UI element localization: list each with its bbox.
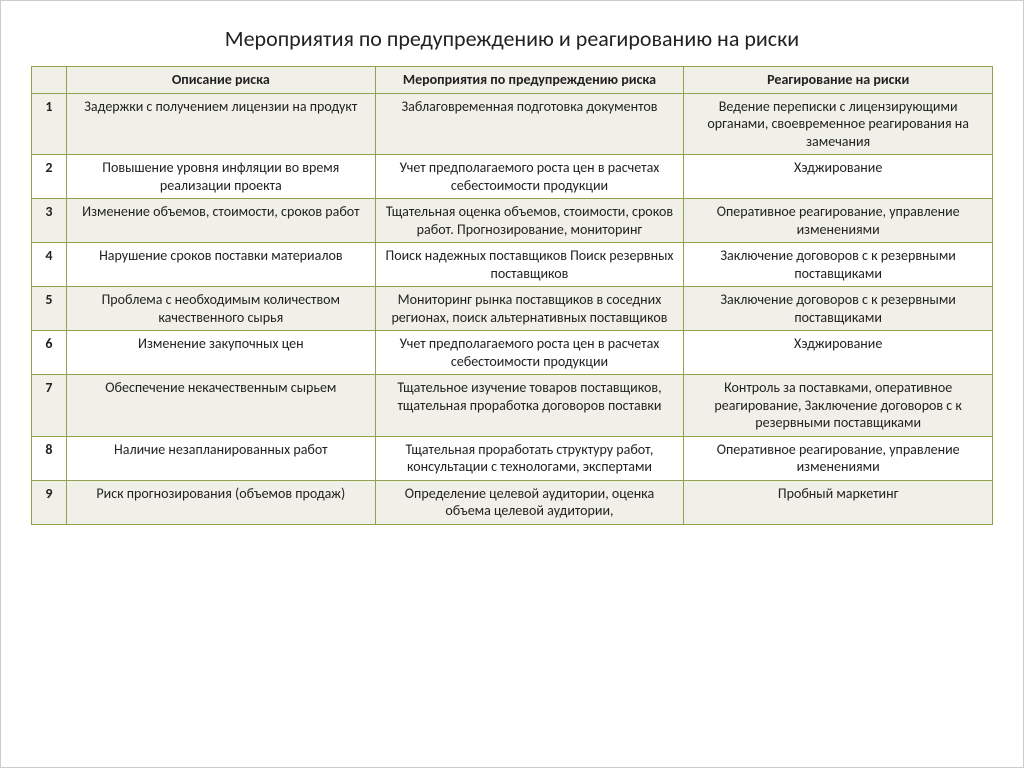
cell-prev: Поиск надежных поставщиков Поиск резервн… — [375, 243, 684, 287]
cell-react: Заключение договоров с к резервными пост… — [684, 243, 993, 287]
cell-desc: Изменение объемов, стоимости, сроков раб… — [66, 199, 375, 243]
cell-desc: Проблема с необходимым количеством качес… — [66, 287, 375, 331]
col-header-react: Реагирование на риски — [684, 67, 993, 94]
cell-desc: Повышение уровня инфляции во время реали… — [66, 155, 375, 199]
risk-table: Описание риска Мероприятия по предупрежд… — [31, 66, 993, 525]
table-row: 4 Нарушение сроков поставки материалов П… — [32, 243, 993, 287]
cell-prev: Определение целевой аудитории, оценка об… — [375, 480, 684, 524]
cell-react: Хэджирование — [684, 155, 993, 199]
table-row: 9 Риск прогнозирования (объемов продаж) … — [32, 480, 993, 524]
cell-prev: Мониторинг рынка поставщиков в соседних … — [375, 287, 684, 331]
table-row: 8 Наличие незапланированных работ Тщател… — [32, 436, 993, 480]
cell-react: Оперативное реагирование, управление изм… — [684, 436, 993, 480]
cell-react: Ведение переписки с лицензирующими орган… — [684, 93, 993, 155]
table-row: 6 Изменение закупочных цен Учет предпола… — [32, 331, 993, 375]
cell-num: 1 — [32, 93, 67, 155]
page-title: Мероприятия по предупреждению и реагиров… — [31, 25, 993, 52]
col-header-prev: Мероприятия по предупреждению риска — [375, 67, 684, 94]
cell-prev: Учет предполагаемого роста цен в расчета… — [375, 155, 684, 199]
cell-prev: Заблаговременная подготовка документов — [375, 93, 684, 155]
cell-react: Хэджирование — [684, 331, 993, 375]
cell-num: 4 — [32, 243, 67, 287]
cell-desc: Риск прогнозирования (объемов продаж) — [66, 480, 375, 524]
cell-num: 3 — [32, 199, 67, 243]
table-row: 3 Изменение объемов, стоимости, сроков р… — [32, 199, 993, 243]
cell-prev: Учет предполагаемого роста цен в расчета… — [375, 331, 684, 375]
table-row: 1 Задержки с получением лицензии на прод… — [32, 93, 993, 155]
col-header-desc: Описание риска — [66, 67, 375, 94]
cell-desc: Наличие незапланированных работ — [66, 436, 375, 480]
cell-desc: Задержки с получением лицензии на продук… — [66, 93, 375, 155]
cell-num: 9 — [32, 480, 67, 524]
cell-desc: Обеспечение некачественным сырьем — [66, 375, 375, 437]
cell-react: Контроль за поставками, оперативное реаг… — [684, 375, 993, 437]
table-header-row: Описание риска Мероприятия по предупрежд… — [32, 67, 993, 94]
table-row: 5 Проблема с необходимым количеством кач… — [32, 287, 993, 331]
col-header-num — [32, 67, 67, 94]
cell-prev: Тщательная проработать структуру работ, … — [375, 436, 684, 480]
cell-num: 8 — [32, 436, 67, 480]
cell-react: Заключение договоров с к резервными пост… — [684, 287, 993, 331]
table-row: 2 Повышение уровня инфляции во время реа… — [32, 155, 993, 199]
cell-num: 5 — [32, 287, 67, 331]
cell-react: Оперативное реагирование, управление изм… — [684, 199, 993, 243]
cell-prev: Тщательное изучение товаров поставщиков,… — [375, 375, 684, 437]
cell-desc: Изменение закупочных цен — [66, 331, 375, 375]
page: Мероприятия по предупреждению и реагиров… — [0, 0, 1024, 768]
cell-num: 6 — [32, 331, 67, 375]
cell-react: Пробный маркетинг — [684, 480, 993, 524]
table-row: 7 Обеспечение некачественным сырьем Тщат… — [32, 375, 993, 437]
cell-desc: Нарушение сроков поставки материалов — [66, 243, 375, 287]
cell-num: 7 — [32, 375, 67, 437]
cell-num: 2 — [32, 155, 67, 199]
cell-prev: Тщательная оценка объемов, стоимости, ср… — [375, 199, 684, 243]
